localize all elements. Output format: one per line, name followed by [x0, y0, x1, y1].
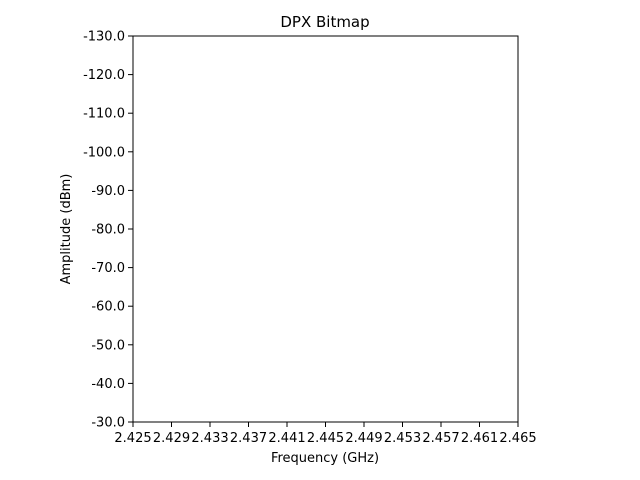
plot-area — [132, 35, 519, 423]
x-tick-label: 2.433 — [191, 431, 228, 446]
x-axis-label: Frequency (GHz) — [271, 451, 379, 466]
y-tick-label: -70.0 — [91, 261, 125, 276]
x-tick-label: 2.449 — [345, 431, 382, 446]
y-tick-label: -60.0 — [91, 300, 125, 315]
chart-title: DPX Bitmap — [280, 13, 369, 31]
x-tick-label: 2.429 — [153, 431, 190, 446]
x-tick-label: 2.461 — [461, 431, 498, 446]
y-tick-label: -110.0 — [83, 107, 125, 122]
y-tick-label: -120.0 — [83, 68, 125, 83]
y-tick-label: -30.0 — [91, 416, 125, 431]
y-tick-label: -50.0 — [91, 338, 125, 353]
x-tick-label: 2.425 — [114, 431, 151, 446]
x-axis-ticks: 2.425 2.429 2.433 2.437 2.441 2.445 2.449 2.453… — [114, 422, 537, 446]
y-axis-label: Amplitude (dBm) — [59, 174, 74, 285]
y-tick-label: -80.0 — [91, 223, 125, 238]
x-tick-label: 2.445 — [307, 431, 344, 446]
y-tick-label: -40.0 — [91, 377, 125, 392]
x-tick-label: 2.441 — [268, 431, 305, 446]
x-tick-label: 2.465 — [499, 431, 536, 446]
x-tick-label: 2.437 — [230, 431, 267, 446]
y-tick-label: -100.0 — [83, 145, 125, 160]
y-axis-ticks: -130.0 -120.0 -110.0 -100.0 -90.0 -80.0 -70.0 -… — [83, 30, 133, 431]
x-tick-label: 2.453 — [384, 431, 421, 446]
x-tick-label: 2.457 — [422, 431, 459, 446]
y-tick-label: -130.0 — [83, 30, 125, 45]
y-tick-label: -90.0 — [91, 184, 125, 199]
